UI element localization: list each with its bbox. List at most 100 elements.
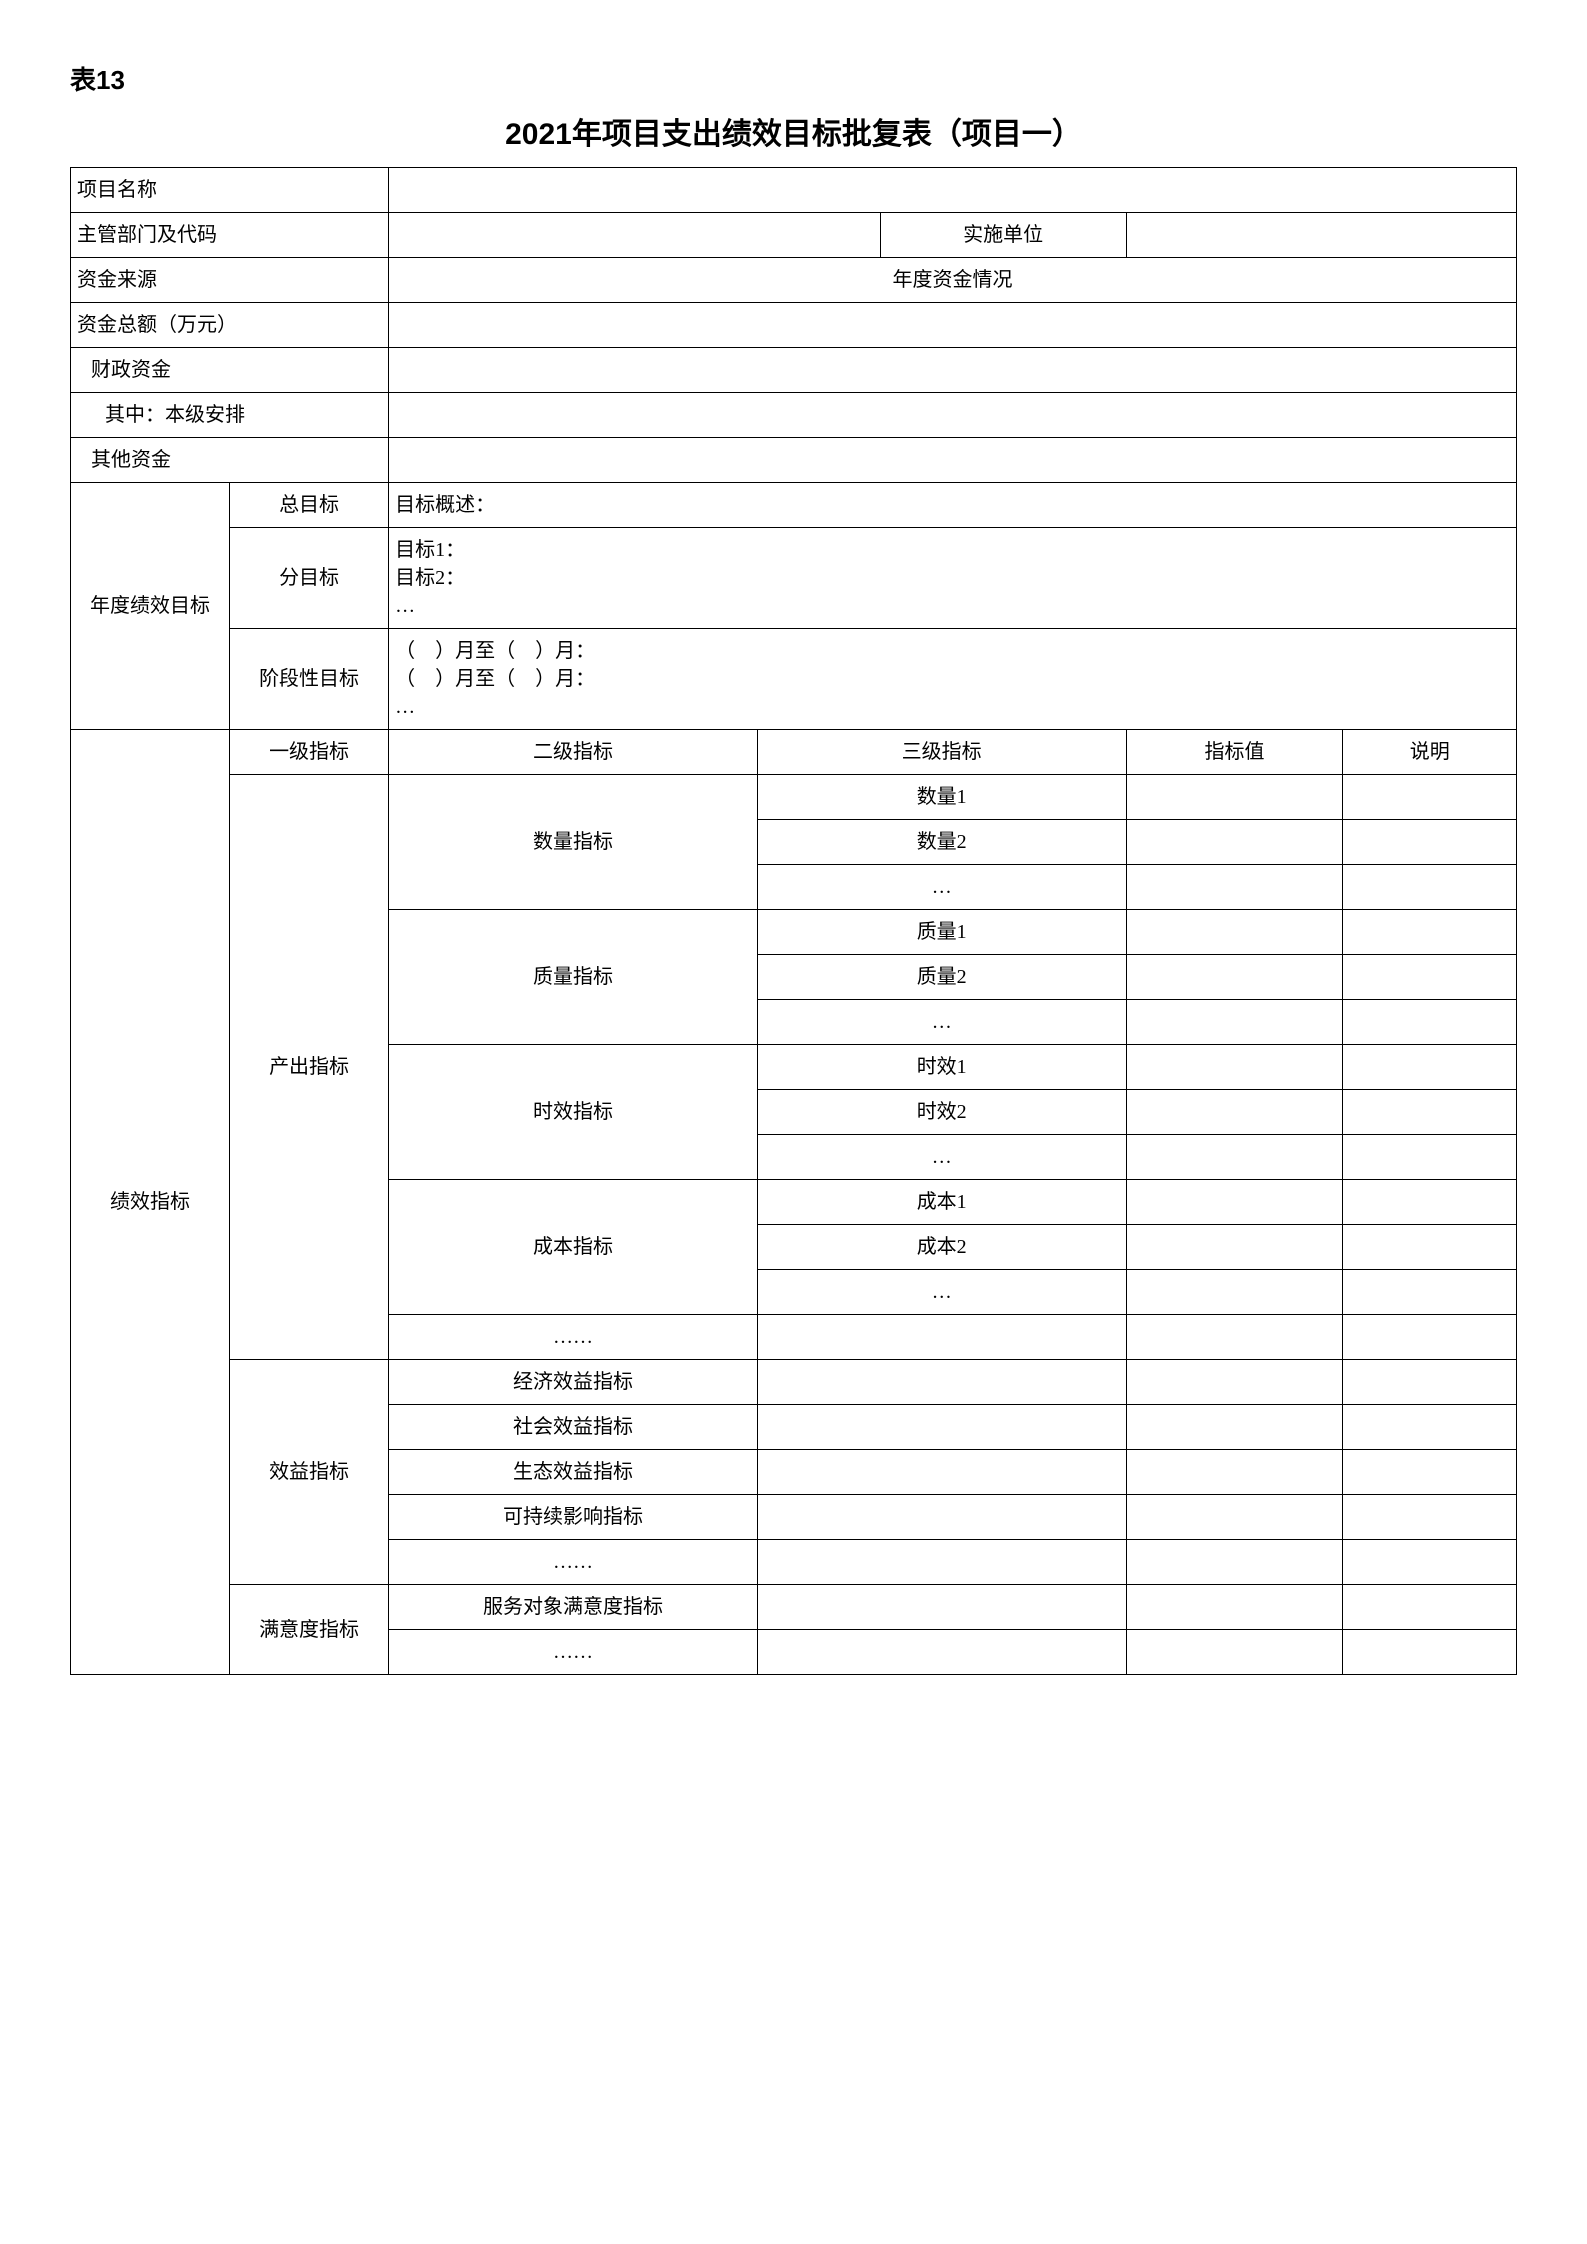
- table-cell: [1126, 1450, 1343, 1495]
- output-0-item-2: …: [757, 865, 1126, 910]
- table-cell: [1343, 1270, 1517, 1315]
- table-cell: [757, 1540, 1126, 1585]
- table-cell: [1126, 865, 1343, 910]
- satisfaction-item-0: 服务对象满意度指标: [389, 1585, 758, 1630]
- table-cell: [1126, 1495, 1343, 1540]
- table-cell: [1343, 1450, 1517, 1495]
- value-header: 指标值: [1126, 730, 1343, 775]
- table-cell: [757, 1630, 1126, 1675]
- total-fund-value: [389, 303, 1517, 348]
- output-1-item-1: 质量2: [757, 955, 1126, 1000]
- table-cell: [1126, 1540, 1343, 1585]
- table-cell: [1343, 1360, 1517, 1405]
- indicators-group-label: 绩效指标: [71, 730, 230, 1675]
- benefit-item-0: 经济效益指标: [389, 1360, 758, 1405]
- table-cell: [1126, 955, 1343, 1000]
- table-cell: [1126, 1090, 1343, 1135]
- project-name-value: [389, 168, 1517, 213]
- dept-code-value: [389, 213, 881, 258]
- output-3-item-2: …: [757, 1270, 1126, 1315]
- fiscal-fund-value: [389, 348, 1517, 393]
- benefit-item-2: 生态效益指标: [389, 1450, 758, 1495]
- performance-table: 项目名称 主管部门及代码 实施单位 资金来源 年度资金情况 资金总额（万元） 财…: [70, 167, 1517, 1675]
- output-ellipsis: ……: [389, 1315, 758, 1360]
- table-cell: [1126, 1360, 1343, 1405]
- implementing-unit-value: [1126, 213, 1516, 258]
- output-0-item-1: 数量2: [757, 820, 1126, 865]
- benefit-ellipsis: ……: [389, 1540, 758, 1585]
- level2-header: 二级指标: [389, 730, 758, 775]
- table-cell: [1343, 1000, 1517, 1045]
- level3-header: 三级指标: [757, 730, 1126, 775]
- satisfaction-label: 满意度指标: [230, 1585, 389, 1675]
- level1-header: 一级指标: [230, 730, 389, 775]
- table-cell: [1343, 1405, 1517, 1450]
- output-2-item-0: 时效1: [757, 1045, 1126, 1090]
- table-cell: [757, 1495, 1126, 1540]
- table-cell: [1343, 1495, 1517, 1540]
- benefit-item-1: 社会效益指标: [389, 1405, 758, 1450]
- table-cell: [1343, 1180, 1517, 1225]
- table-cell: [1343, 955, 1517, 1000]
- table-cell: [1343, 1630, 1517, 1675]
- total-fund-label: 资金总额（万元）: [71, 303, 389, 348]
- output-group-0-name: 数量指标: [389, 775, 758, 910]
- remark-header: 说明: [1343, 730, 1517, 775]
- annual-fund-status-label: 年度资金情况: [389, 258, 1517, 303]
- table-cell: [1126, 1405, 1343, 1450]
- table-cell: [1343, 1135, 1517, 1180]
- table-cell: [1126, 1270, 1343, 1315]
- overall-target-label: 总目标: [230, 483, 389, 528]
- table-cell: [1126, 1585, 1343, 1630]
- table-cell: [1126, 1000, 1343, 1045]
- table-cell: [1343, 865, 1517, 910]
- table-cell: [1126, 1180, 1343, 1225]
- benefit-item-3: 可持续影响指标: [389, 1495, 758, 1540]
- implementing-unit-label: 实施单位: [880, 213, 1126, 258]
- table-cell: [757, 1315, 1126, 1360]
- output-group-3-name: 成本指标: [389, 1180, 758, 1315]
- table-cell: [1343, 820, 1517, 865]
- output-label: 产出指标: [230, 775, 389, 1360]
- output-3-item-0: 成本1: [757, 1180, 1126, 1225]
- sub-target-content: 目标1： 目标2： …: [389, 528, 1517, 629]
- local-arrangement-label: 其中：本级安排: [71, 393, 389, 438]
- output-1-item-0: 质量1: [757, 910, 1126, 955]
- table-cell: [1343, 1540, 1517, 1585]
- sub-target-label: 分目标: [230, 528, 389, 629]
- output-0-item-0: 数量1: [757, 775, 1126, 820]
- table-cell: [757, 1585, 1126, 1630]
- table-cell: [1343, 1045, 1517, 1090]
- table-cell: [1126, 910, 1343, 955]
- table-cell: [1343, 1585, 1517, 1630]
- output-group-2-name: 时效指标: [389, 1045, 758, 1180]
- other-fund-label: 其他资金: [71, 438, 389, 483]
- table-cell: [1126, 775, 1343, 820]
- table-cell: [1343, 1090, 1517, 1135]
- phase-target-content: （ ）月至（ ）月： （ ）月至（ ）月： …: [389, 629, 1517, 730]
- dept-code-label: 主管部门及代码: [71, 213, 389, 258]
- output-2-item-2: …: [757, 1135, 1126, 1180]
- annual-target-group-label: 年度绩效目标: [71, 483, 230, 730]
- table-cell: [1343, 1315, 1517, 1360]
- local-arrangement-value: [389, 393, 1517, 438]
- table-cell: [1343, 1225, 1517, 1270]
- table-cell: [1126, 1135, 1343, 1180]
- project-name-label: 项目名称: [71, 168, 389, 213]
- table-cell: [1126, 1315, 1343, 1360]
- benefit-label: 效益指标: [230, 1360, 389, 1585]
- satisfaction-ellipsis: ……: [389, 1630, 758, 1675]
- table-cell: [1126, 1045, 1343, 1090]
- table-cell: [757, 1360, 1126, 1405]
- page-title: 2021年项目支出绩效目标批复表（项目一）: [70, 109, 1517, 153]
- output-2-item-1: 时效2: [757, 1090, 1126, 1135]
- table-number: 表13: [70, 60, 1517, 97]
- output-3-item-1: 成本2: [757, 1225, 1126, 1270]
- table-cell: [1126, 1225, 1343, 1270]
- phase-target-label: 阶段性目标: [230, 629, 389, 730]
- fund-source-label: 资金来源: [71, 258, 389, 303]
- table-cell: [757, 1405, 1126, 1450]
- fiscal-fund-label: 财政资金: [71, 348, 389, 393]
- other-fund-value: [389, 438, 1517, 483]
- table-cell: [1343, 910, 1517, 955]
